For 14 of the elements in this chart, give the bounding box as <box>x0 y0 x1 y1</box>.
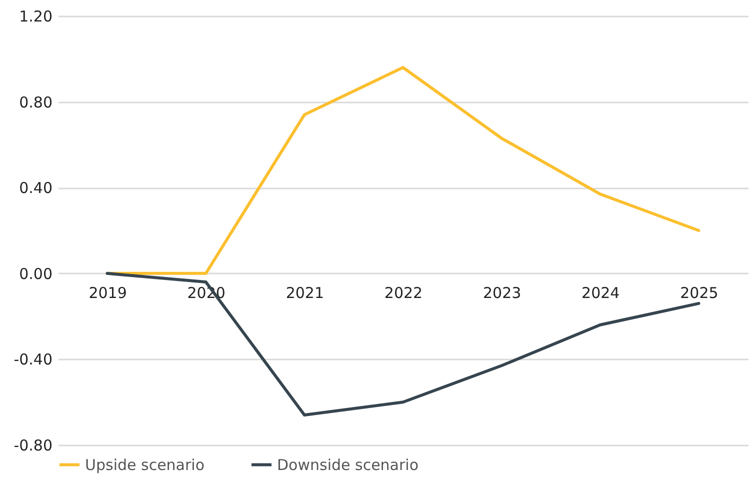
x-tick-label: 2022 <box>384 284 423 302</box>
y-tick-label: 0.80 <box>19 93 52 112</box>
y-tick-label: 0.40 <box>19 179 52 198</box>
x-tick-label: 2019 <box>88 284 127 302</box>
legend-label: Upside scenario <box>85 456 205 474</box>
y-tick-label: -0.40 <box>14 350 52 369</box>
x-tick-label: 2023 <box>482 284 522 302</box>
y-tick-label: 1.20 <box>19 8 52 26</box>
y-tick-label: 0.00 <box>19 264 52 283</box>
legend-label: Downside scenario <box>277 456 419 474</box>
x-tick-label: 2025 <box>680 284 718 302</box>
y-tick-label: -0.80 <box>14 436 52 454</box>
x-tick-label: 2021 <box>286 284 324 302</box>
x-tick-label: 2024 <box>582 284 620 302</box>
